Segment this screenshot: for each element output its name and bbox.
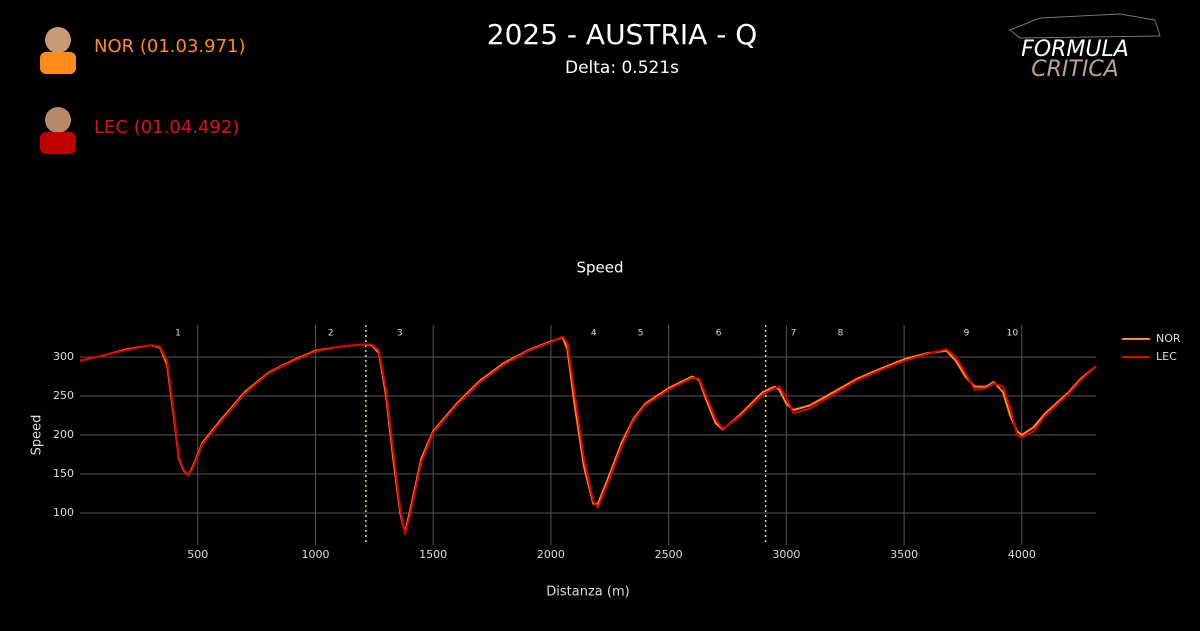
corner-label: 10 — [1007, 329, 1019, 339]
x-tick-label: 2500 — [655, 548, 683, 561]
y-tick-label: 100 — [53, 506, 74, 519]
corner-label: 5 — [638, 329, 644, 339]
x-tick-label: 2000 — [537, 548, 565, 561]
corner-label: 2 — [328, 329, 334, 339]
y-tick-label: 200 — [53, 428, 74, 441]
speed-line — [79, 335, 1097, 536]
corner-label: 9 — [964, 329, 970, 339]
y-tick-label: 250 — [53, 389, 74, 402]
x-axis-label: Distanza (m) — [546, 585, 629, 600]
logo-text: CRITICA — [1031, 57, 1118, 82]
x-tick-label: 3000 — [772, 548, 800, 561]
chart-title: Speed — [576, 259, 623, 277]
page-title: 2025 - AUSTRIA - Q — [487, 18, 758, 51]
corner-label: 3 — [397, 329, 403, 339]
corner-label: 4 — [591, 329, 597, 339]
driver-photo — [40, 27, 76, 154]
corner-label: 1 — [175, 329, 181, 339]
legend-label: LEC — [1156, 350, 1177, 363]
y-tick-label: 150 — [53, 467, 74, 480]
y-axis-label: Speed — [30, 415, 45, 456]
x-tick-label: 1000 — [301, 548, 329, 561]
corner-label: 6 — [716, 329, 722, 339]
logo-car — [1009, 13, 1161, 39]
corner-label: 7 — [791, 329, 797, 339]
y-tick-label: 300 — [53, 350, 74, 363]
logo-text: FORMULA — [1021, 37, 1129, 62]
driver-label: LEC (01.04.492) — [94, 117, 239, 138]
x-tick-label: 1500 — [419, 548, 447, 561]
x-tick-label: 4000 — [1008, 548, 1036, 561]
x-tick-label: 500 — [187, 548, 208, 561]
subtitle: Delta: 0.521s — [565, 58, 679, 78]
driver-label: NOR (01.03.971) — [94, 36, 246, 57]
corner-label: 8 — [838, 329, 844, 339]
legend-label: NOR — [1156, 332, 1181, 345]
x-tick-label: 3500 — [890, 548, 918, 561]
